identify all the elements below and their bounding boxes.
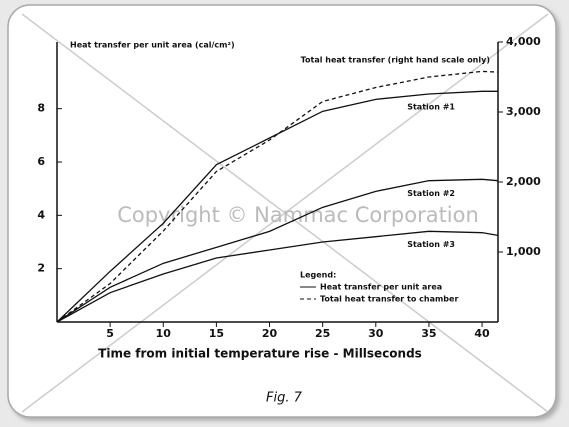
series-label: Station #1 (407, 103, 455, 112)
annotation: Total heat transfer (right hand scale on… (301, 56, 490, 65)
y-tick-label: 4 (37, 208, 45, 221)
y-tick-label: 6 (37, 155, 45, 168)
line (56, 230, 499, 323)
y2-tick-label: 3,000 (506, 105, 541, 118)
x-tick-label: 40 (474, 327, 490, 340)
legend-title: Legend: (300, 271, 336, 280)
x-tick-label: 25 (315, 327, 330, 340)
legend-label: Heat transfer per unit area (320, 283, 442, 292)
x-tick-label: 30 (368, 327, 384, 340)
x-tick-label: 5 (106, 327, 114, 340)
line (56, 178, 499, 323)
y-tick-label: 2 (37, 262, 45, 275)
x-tick-label: 35 (421, 327, 436, 340)
series-label: Station #2 (407, 189, 455, 198)
watermark-cross (21, 13, 549, 413)
x-tick-label: 10 (156, 327, 172, 340)
x-axis-label: Time from initial temperature rise - Mil… (98, 347, 422, 361)
y2-tick-label: 2,000 (506, 175, 541, 188)
x-tick-label: 20 (262, 327, 278, 340)
series-label: Station #3 (407, 240, 455, 249)
y2-tick-label: 4,000 (506, 35, 541, 48)
y-tick-label: 8 (37, 102, 45, 115)
legend-label: Total heat transfer to chamber (320, 295, 458, 304)
y-axis-label: Heat transfer per unit area (cal/cm²) (70, 41, 235, 50)
caption: Fig. 7 (266, 391, 303, 406)
x-tick-label: 15 (209, 327, 224, 340)
line (56, 70, 499, 323)
y2-tick-label: 1,000 (506, 245, 541, 258)
line (56, 90, 498, 323)
